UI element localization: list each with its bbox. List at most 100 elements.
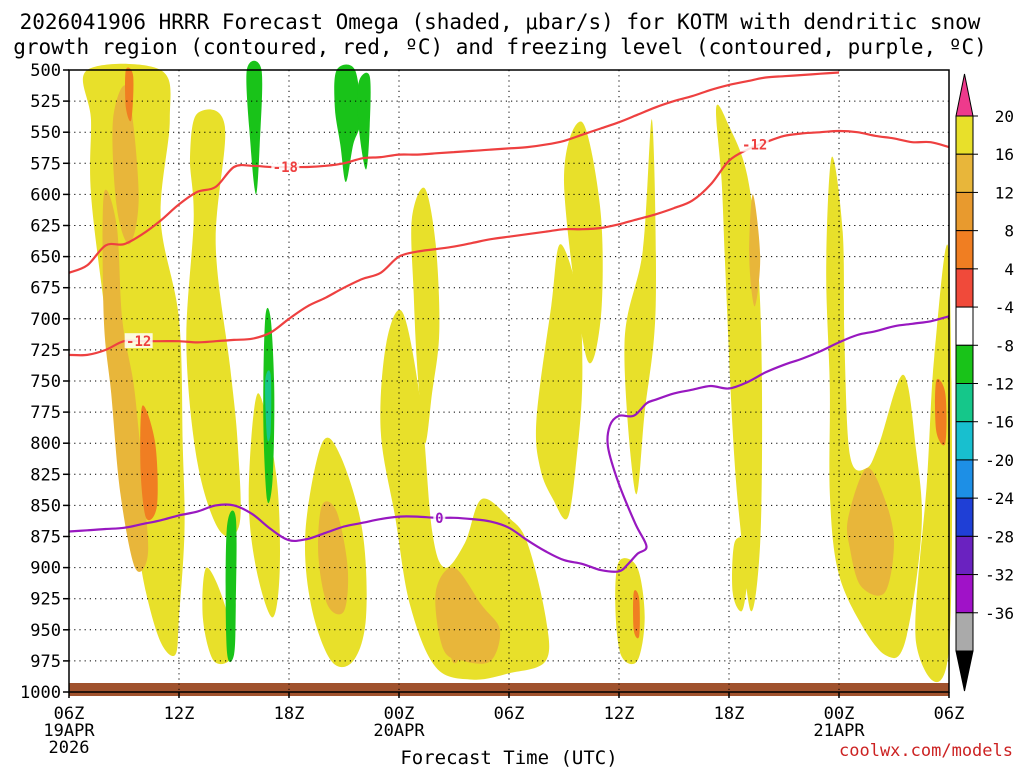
contour-line-0 xyxy=(68,71,840,274)
contour-lines: -18 -12 -12 0 xyxy=(68,71,950,573)
contour-label-2: -12 xyxy=(742,138,767,154)
x-tick-label-6: 18Z xyxy=(714,704,745,724)
colorbar-swatch-5 xyxy=(955,306,974,346)
y-tick-label-950: 950 xyxy=(30,621,61,641)
omega-region-9 xyxy=(624,119,656,495)
omega-region-23 xyxy=(125,67,134,122)
plot-area: -18 -12 -12 0 xyxy=(68,60,953,696)
y-tick-label-725: 725 xyxy=(30,341,61,361)
omega-region-31 xyxy=(265,370,272,442)
y-tick-label-575: 575 xyxy=(30,154,61,174)
x-tick-date-3: 20APR xyxy=(373,721,425,741)
colorbar-label-7: -12 xyxy=(985,375,1014,394)
colorbar-swatch-10 xyxy=(955,497,974,537)
colorbar-swatch-0 xyxy=(955,115,974,155)
omega-region-30 xyxy=(225,510,237,663)
omega-region-16 xyxy=(112,85,139,245)
x-tick-label-3: 00Z xyxy=(384,704,415,724)
colorbar-swatch-2 xyxy=(955,191,974,232)
y-tick-label-1000: 1000 xyxy=(20,683,61,703)
x-tick-label-4: 06Z xyxy=(494,704,525,724)
omega-region-12 xyxy=(732,537,749,612)
y-tick-label-775: 775 xyxy=(30,403,61,423)
omega-region-24 xyxy=(633,590,640,639)
omega-region-26 xyxy=(246,60,263,195)
contour-label-1: -12 xyxy=(126,334,151,350)
colorbar-swatch-3 xyxy=(955,230,974,270)
y-tick-label-525: 525 xyxy=(30,92,61,112)
y-tick-label-600: 600 xyxy=(30,185,61,205)
y-tick-label-750: 750 xyxy=(30,372,61,392)
colorbar-label-5: -4 xyxy=(995,298,1014,317)
colorbar-swatch-13 xyxy=(955,612,974,652)
omega-region-14 xyxy=(915,244,953,683)
chart-title-line1: 2026041906 HRRR Forecast Omega (shaded, … xyxy=(20,10,981,34)
omega-region-15 xyxy=(102,189,149,572)
colorbar-label-2: 12 xyxy=(995,183,1014,202)
omega-region-5 xyxy=(380,309,550,680)
colorbar-label-13: -36 xyxy=(985,604,1014,623)
y-tick-label-925: 925 xyxy=(30,590,61,610)
x-tick-label-0: 06Z xyxy=(54,704,85,724)
y-tick-label-700: 700 xyxy=(30,310,61,330)
colorbar-label-10: -24 xyxy=(985,489,1014,508)
x-tick-date-7: 21APR xyxy=(813,721,865,741)
y-tick-label-550: 550 xyxy=(30,123,61,143)
y-tick-label-875: 875 xyxy=(30,528,61,548)
y-tick-label-650: 650 xyxy=(30,248,61,268)
x-tick-label-1: 12Z xyxy=(164,704,195,724)
colorbar-label-1: 16 xyxy=(995,145,1014,164)
omega-region-28 xyxy=(357,72,371,170)
x-tick-label-5: 12Z xyxy=(604,704,635,724)
y-tick-label-825: 825 xyxy=(30,465,61,485)
colorbar: 20 16 12 8 4 -4 -8 -12 -16 -20 -24 -28 -32 -36 xyxy=(955,73,1014,692)
omega-region-22 xyxy=(140,405,158,521)
colorbar-swatch-11 xyxy=(955,535,974,576)
colorbar-swatch-9 xyxy=(955,459,974,499)
contour-label-bg-2 xyxy=(740,136,769,152)
omega-region-19 xyxy=(846,467,894,596)
colorbar-label-4: 4 xyxy=(1004,260,1014,279)
x-tick-label-2: 18Z xyxy=(274,704,305,724)
contour-label-bg-0 xyxy=(271,159,300,175)
x-tick-label-7: 00Z xyxy=(824,704,855,724)
contour-label-bg-1 xyxy=(124,333,153,349)
colorbar-swatch-1 xyxy=(955,153,974,193)
colorbar-swatch-7 xyxy=(955,383,974,423)
colorbar-label-8: -16 xyxy=(985,413,1014,432)
colorbar-top-arrow xyxy=(955,73,974,117)
y-tick-label-900: 900 xyxy=(30,559,61,579)
y-tick-label-800: 800 xyxy=(30,434,61,454)
contour-label-bg-3 xyxy=(433,509,446,525)
colorbar-label-9: -20 xyxy=(985,451,1014,470)
omega-region-18 xyxy=(435,567,501,664)
colorbar-label-0: 20 xyxy=(995,107,1014,126)
x-tick-date-0: 19APR xyxy=(43,721,95,741)
y-tick-label-975: 975 xyxy=(30,652,61,672)
colorbar-label-12: -32 xyxy=(985,566,1014,585)
colorbar-swatch-4 xyxy=(955,268,974,308)
colorbar-label-6: -8 xyxy=(995,336,1014,355)
colorbar-bottom-arrow xyxy=(955,650,974,692)
colorbar-label-3: 8 xyxy=(1004,222,1014,241)
x-axis-title: Forecast Time (UTC) xyxy=(400,747,617,768)
omega-shading xyxy=(82,60,953,683)
omega-region-1 xyxy=(186,109,241,537)
colorbar-swatch-8 xyxy=(955,421,974,461)
y-tick-label-850: 850 xyxy=(30,496,61,516)
colorbar-swatch-12 xyxy=(955,574,974,614)
y-tick-label-500: 500 xyxy=(30,61,61,81)
contour-label-3: 0 xyxy=(435,511,443,527)
omega-region-21 xyxy=(449,639,462,664)
colorbar-swatch-6 xyxy=(955,344,974,384)
y-axis: 500 525 550 575 600 625 650 675 700 725 750 775 800 8… xyxy=(20,61,69,703)
credit-label: coolwx.com/models xyxy=(839,741,1013,761)
contour-line-1 xyxy=(68,129,950,357)
omega-region-2 xyxy=(202,567,233,665)
omega-region-20 xyxy=(749,194,761,307)
x-tick-label-8: 06Z xyxy=(934,704,965,724)
y-tick-label-675: 675 xyxy=(30,279,61,299)
chart-title-line2: growth region (contoured, red, ºC) and f… xyxy=(13,35,987,59)
